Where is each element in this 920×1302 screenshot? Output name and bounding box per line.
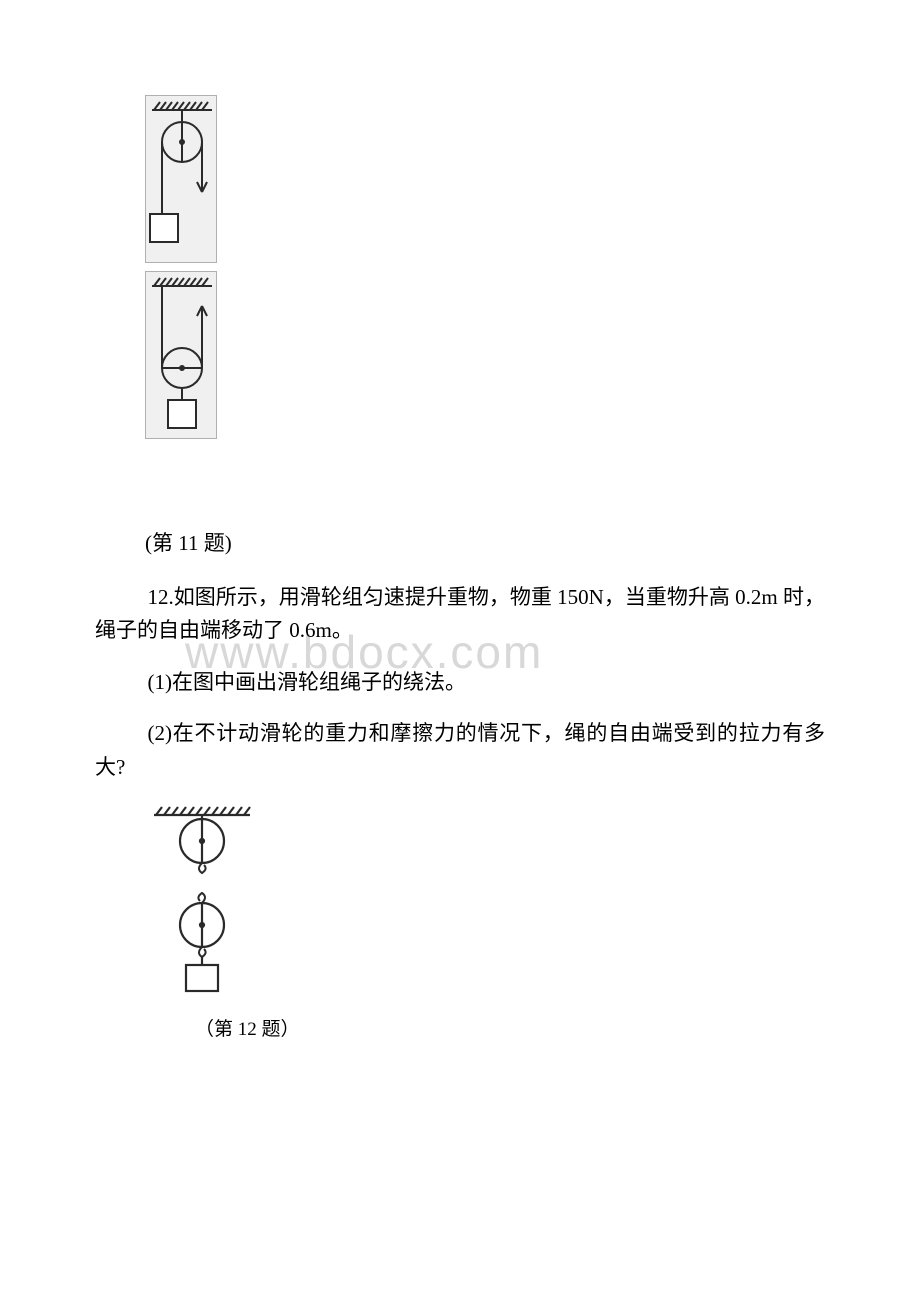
figure-11a-pulley-diagram xyxy=(145,95,217,263)
figure-11-container xyxy=(145,95,825,439)
question-12-part1: (1)在图中画出滑轮组绳子的绕法。 xyxy=(95,666,825,700)
figure-11b-pulley-diagram xyxy=(145,271,217,439)
pulley-svg-11b xyxy=(146,272,218,440)
figure-11-caption: (第 11 题) xyxy=(145,527,825,561)
figure-12-caption: （第 12 题） xyxy=(195,1014,825,1041)
figure-12-container: （第 12 题） xyxy=(150,803,825,1041)
question-12-part2: (2)在不计动滑轮的重力和摩擦力的情况下，绳的自由端受到的拉力有多大? xyxy=(95,717,825,784)
page-content: (第 11 题) 12.如图所示，用滑轮组匀速提升重物，物重 150N，当重物升… xyxy=(0,0,920,1041)
figure-12-pulley-system xyxy=(150,803,260,1003)
question-12-main: 12.如图所示，用滑轮组匀速提升重物，物重 150N，当重物升高 0.2m 时，… xyxy=(95,581,825,648)
pulley-svg-11a xyxy=(146,96,218,264)
